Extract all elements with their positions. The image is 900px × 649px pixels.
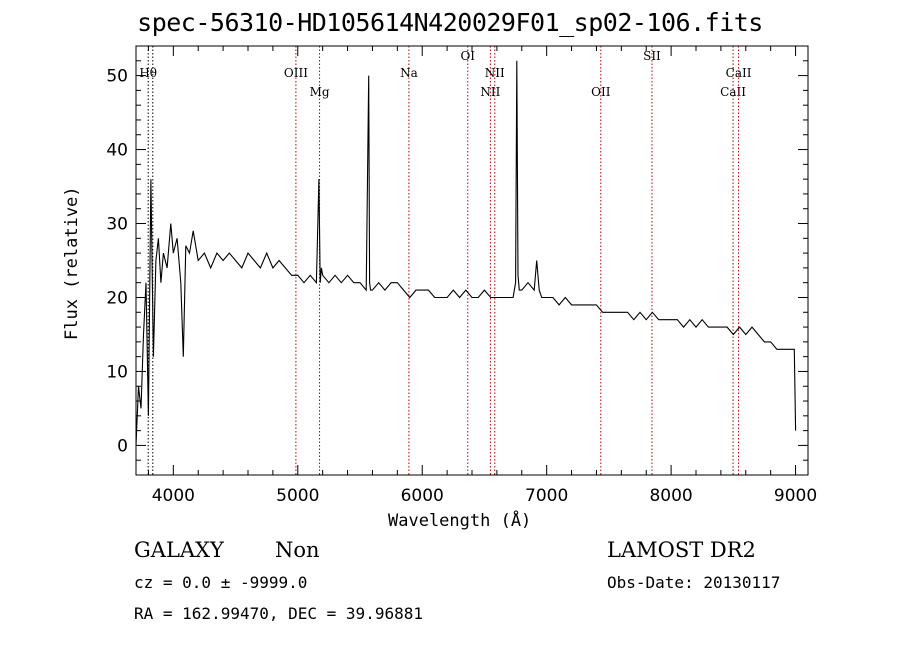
line-marker-label: Na (400, 66, 418, 80)
y-tick-label: 20 (106, 288, 128, 308)
line-marker-label: Hθ (139, 66, 157, 80)
y-tick-label: 30 (106, 215, 128, 235)
object-subclass: Non (275, 538, 320, 562)
observation-date: Obs-Date: 20130117 (607, 573, 781, 592)
line-marker-label: OI (460, 49, 475, 63)
series-layer (135, 60, 797, 446)
y-axis-label-wrap: Flux (relative) (62, 186, 92, 340)
x-tick-label: 9000 (774, 486, 817, 506)
object-class: GALAXY (134, 538, 224, 562)
line-marker-label: OII (591, 85, 611, 99)
line-marker-label: Mg (310, 85, 330, 99)
coordinates-text: RA = 162.99470, DEC = 39.96881 (134, 604, 423, 623)
x-tick-label: 8000 (649, 486, 692, 506)
x-tick-label: 4000 (152, 486, 195, 506)
line-marker-label: NII (485, 66, 505, 80)
axes-layer: 4000 5000 6000 7000 8000 9000 0 10 20 30 40 50 (106, 45, 817, 506)
line-marker-label: CaII (720, 85, 746, 99)
chart-title: spec-56310-HD105614N420029F01_sp02-106.f… (137, 8, 763, 37)
spectrum-line (135, 60, 797, 446)
redshift-text: cz = 0.0 ± -9999.0 (134, 573, 308, 592)
x-tick-label: 6000 (401, 486, 444, 506)
line-marker-label: OIII (284, 66, 308, 80)
line-marker-label: NII (480, 85, 500, 99)
y-tick-label: 10 (106, 362, 128, 382)
x-axis-label: Wavelength (Å) (388, 511, 532, 531)
y-tick-label: 0 (117, 436, 128, 456)
line-marker-label: SII (643, 49, 661, 63)
x-tick-label: 5000 (276, 486, 319, 506)
y-tick-label: 40 (106, 141, 128, 161)
x-tick-label: 7000 (525, 486, 568, 506)
survey-name: LAMOST DR2 (607, 538, 756, 562)
y-axis-label: Flux (relative) (62, 186, 82, 340)
y-tick-label: 50 (106, 67, 128, 87)
line-marker-label: CaII (726, 66, 752, 80)
plot-frame (135, 45, 809, 476)
